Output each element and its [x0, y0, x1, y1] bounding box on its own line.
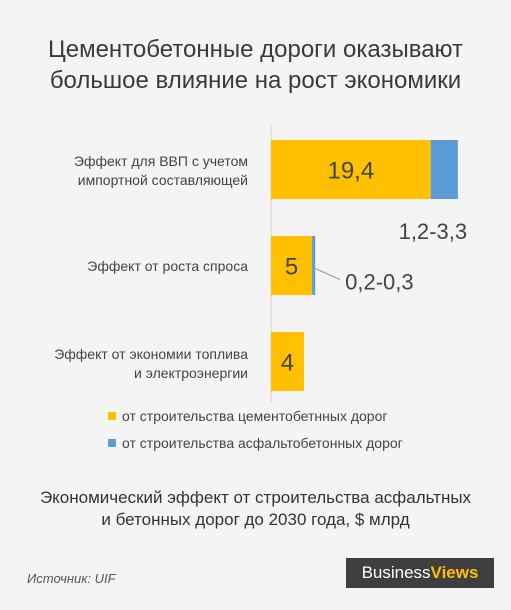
bar-demand-cement — [271, 236, 313, 295]
bar-value-demand-asphalt: 0,2-0,3 — [345, 270, 414, 295]
businessviews-logo: BusinessViews — [346, 558, 494, 588]
footnote-line-1: Экономический эффект от строительства ас… — [39, 488, 472, 507]
chart-title-line-1: Цементобетонные дороги оказывают — [47, 36, 464, 63]
category-label-fuel-line-2: и электроэнергии — [134, 365, 248, 381]
bar-gdp-cement — [271, 140, 431, 199]
bar-demand-asphalt — [312, 236, 316, 295]
legend-label-cement: от строительства цементобетнных дорог — [122, 408, 388, 424]
bar-fuel-cement — [271, 332, 304, 391]
legend-label-asphalt: от строительства асфальтобетонных дорог — [122, 435, 403, 451]
legend-item-cement: от строительства цементобетнных дорог — [108, 408, 387, 424]
category-label-gdp: Эффект для ВВП с учетом импортной состав… — [74, 152, 248, 190]
category-label-gdp-line-2: импортной составляющей — [77, 172, 248, 188]
source-note: Источник: UIF — [27, 571, 116, 586]
chart-title-line-2: большое влияние на рост экономики — [49, 67, 462, 94]
bar-gdp-asphalt — [430, 140, 458, 199]
logo-text-views: Views — [430, 563, 479, 582]
bar-value-demand-cement: 5 — [285, 254, 298, 281]
category-label-fuel-line-1: Эффект от экономии топлива — [54, 346, 248, 362]
leader-line-demand — [314, 268, 341, 280]
category-label-demand: Эффект от роста спроса — [87, 257, 248, 276]
category-label-fuel: Эффект от экономии топлива и электроэнер… — [54, 345, 248, 383]
logo-text-business: Business — [361, 563, 431, 582]
footnote-line-2: и бетонных дорог до 2030 года, $ млрд — [101, 510, 410, 529]
bar-value-fuel-cement: 4 — [281, 350, 294, 377]
legend-swatch-asphalt — [108, 439, 116, 447]
chart-title: Цементобетонные дороги оказывают большое… — [0, 34, 511, 96]
category-label-demand-line-1: Эффект от роста спроса — [87, 258, 248, 274]
bar-value-gdp-asphalt: 1,2-3,3 — [399, 219, 468, 244]
chart-footnote: Экономический эффект от строительства ас… — [0, 487, 511, 531]
category-label-gdp-line-1: Эффект для ВВП с учетом — [73, 153, 248, 169]
legend-item-asphalt: от строительства асфальтобетонных дорог — [108, 435, 403, 451]
bar-value-gdp-cement: 19,4 — [327, 158, 374, 185]
legend-swatch-cement — [108, 412, 116, 420]
